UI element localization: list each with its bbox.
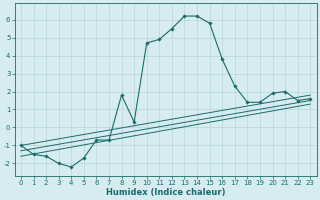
X-axis label: Humidex (Indice chaleur): Humidex (Indice chaleur) xyxy=(106,188,225,197)
